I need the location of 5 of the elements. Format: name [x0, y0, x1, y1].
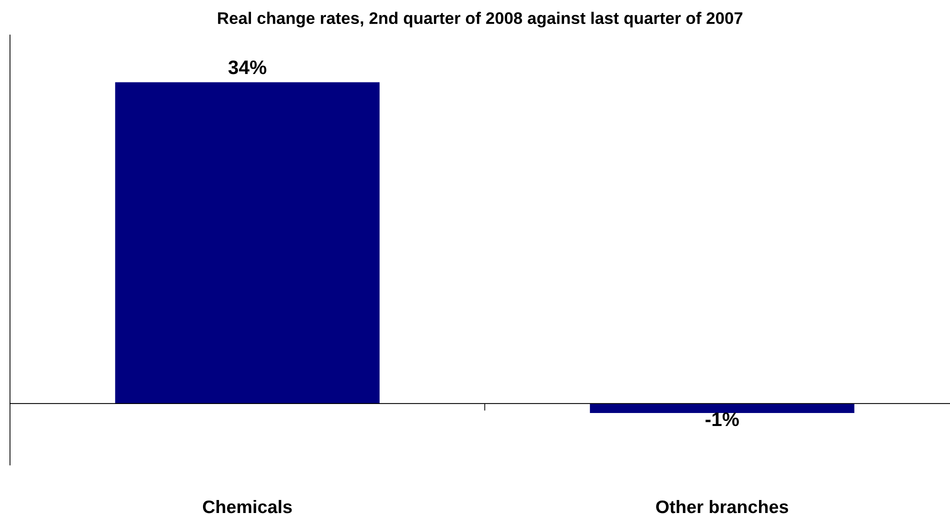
- x-tick-label: Chemicals: [202, 500, 292, 514]
- data-label: 34%: [228, 60, 266, 74]
- chart-title: Real change rates, 2nd quarter of 2008 against last quarter of 2007: [218, 12, 742, 28]
- data-label: -1%: [706, 412, 739, 426]
- x-tick-label: Other branches: [656, 500, 788, 514]
